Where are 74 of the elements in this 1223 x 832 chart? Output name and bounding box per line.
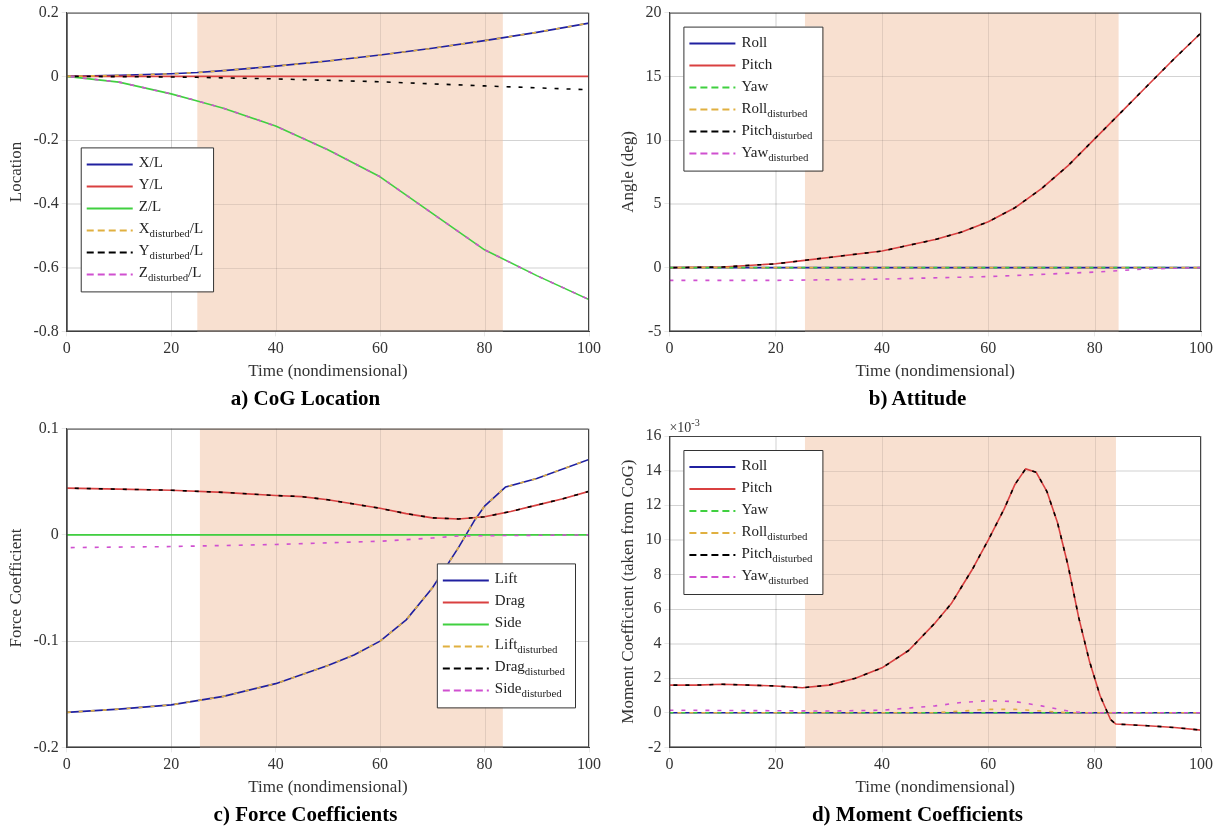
y-tick-label: 15 <box>645 66 662 84</box>
y-tick-label: -0.8 <box>33 321 59 339</box>
y-tick-label: 14 <box>645 460 662 478</box>
y-tick-label: 10 <box>645 130 662 148</box>
x-axis-title: Time (nondimensional) <box>248 777 408 797</box>
x-tick-label: 0 <box>665 339 674 357</box>
y-tick-label: 0.1 <box>38 418 59 436</box>
x-tick-label: 20 <box>767 755 784 773</box>
legend-label: Roll <box>741 456 768 473</box>
legend-label: Lift <box>494 570 519 587</box>
y-tick-label: 5 <box>653 194 662 212</box>
y-tick-label: -0.2 <box>33 130 59 148</box>
x-axis-title: Time (nondimensional) <box>855 361 1015 381</box>
x-tick-label: 60 <box>980 339 997 357</box>
y-tick-label: -0.1 <box>33 631 59 649</box>
y-tick-label: -0.6 <box>33 257 59 275</box>
x-tick-label: 60 <box>980 755 997 773</box>
x-tick-label: 100 <box>577 755 601 773</box>
x-tick-label: 0 <box>62 339 71 357</box>
x-tick-label: 80 <box>1086 755 1103 773</box>
y-tick-label: 16 <box>645 426 662 444</box>
y-tick-label: -0.4 <box>33 194 59 212</box>
y-axis-title: Location <box>5 141 25 203</box>
y-tick-label: 4 <box>653 633 662 651</box>
legend-label: Drag <box>494 592 526 609</box>
y-tick-label: 0 <box>50 66 59 84</box>
x-axis-title: Time (nondimensional) <box>248 361 408 381</box>
x-tick-label: 80 <box>476 755 493 773</box>
y-tick-label: 20 <box>645 2 662 20</box>
y-tick-label: 12 <box>645 495 662 513</box>
x-tick-label: 40 <box>267 339 284 357</box>
x-tick-label: 100 <box>1189 755 1213 773</box>
y-axis-title: Force Coefficient <box>5 528 25 648</box>
y-tick-label: 0 <box>653 703 662 720</box>
x-tick-label: 100 <box>1189 339 1213 357</box>
x-tick-label: 20 <box>163 755 180 773</box>
text: a) CoG Location <box>229 386 382 411</box>
y-tick-label: -5 <box>648 321 662 339</box>
y-tick-label: 2 <box>653 668 662 686</box>
x-tick-label: 0 <box>665 755 674 773</box>
legend-label: Z/L <box>138 198 162 215</box>
text: b) Attitude <box>867 386 968 411</box>
legend-label: Y/L <box>138 176 163 193</box>
y-tick-label: 0 <box>50 525 59 543</box>
x-tick-label: 40 <box>874 755 891 773</box>
x-tick-label: 0 <box>62 755 71 773</box>
legend-label: Yaw <box>741 500 769 517</box>
y-tick-label: 8 <box>653 564 662 582</box>
legend-label: Pitch <box>741 55 773 72</box>
legend-label: Side <box>494 614 522 631</box>
y-axis-title: Moment Coefficient (taken from CoG) <box>617 459 637 724</box>
y-tick-label: 10 <box>645 530 662 547</box>
text: c) Force Coefficients <box>212 802 399 827</box>
legend-label: Roll <box>741 33 768 50</box>
x-tick-label: 60 <box>372 339 389 357</box>
x-tick-label: 80 <box>476 339 493 357</box>
x-tick-label: 20 <box>163 339 180 357</box>
y-tick-label: 0.2 <box>38 2 59 20</box>
x-axis-title: Time (nondimensional) <box>855 777 1015 797</box>
y-tick-label: -2 <box>648 737 662 755</box>
y-axis-title: Angle (deg) <box>617 131 637 213</box>
x-tick-label: 40 <box>874 339 891 357</box>
x-tick-label: 60 <box>372 755 389 773</box>
text: d) Moment Coefficients <box>810 802 1025 827</box>
y-tick-label: 0 <box>653 257 662 275</box>
x-tick-label: 20 <box>767 339 784 357</box>
legend-label: X/L <box>138 154 163 171</box>
y-tick-label: 6 <box>653 599 662 617</box>
legend-label: Yaw <box>741 77 769 94</box>
y-tick-label: -0.2 <box>33 737 59 755</box>
legend-label: Pitch <box>741 478 773 495</box>
x-tick-label: 80 <box>1086 339 1103 357</box>
x-tick-label: 100 <box>577 339 601 357</box>
x-tick-label: 40 <box>267 755 284 773</box>
